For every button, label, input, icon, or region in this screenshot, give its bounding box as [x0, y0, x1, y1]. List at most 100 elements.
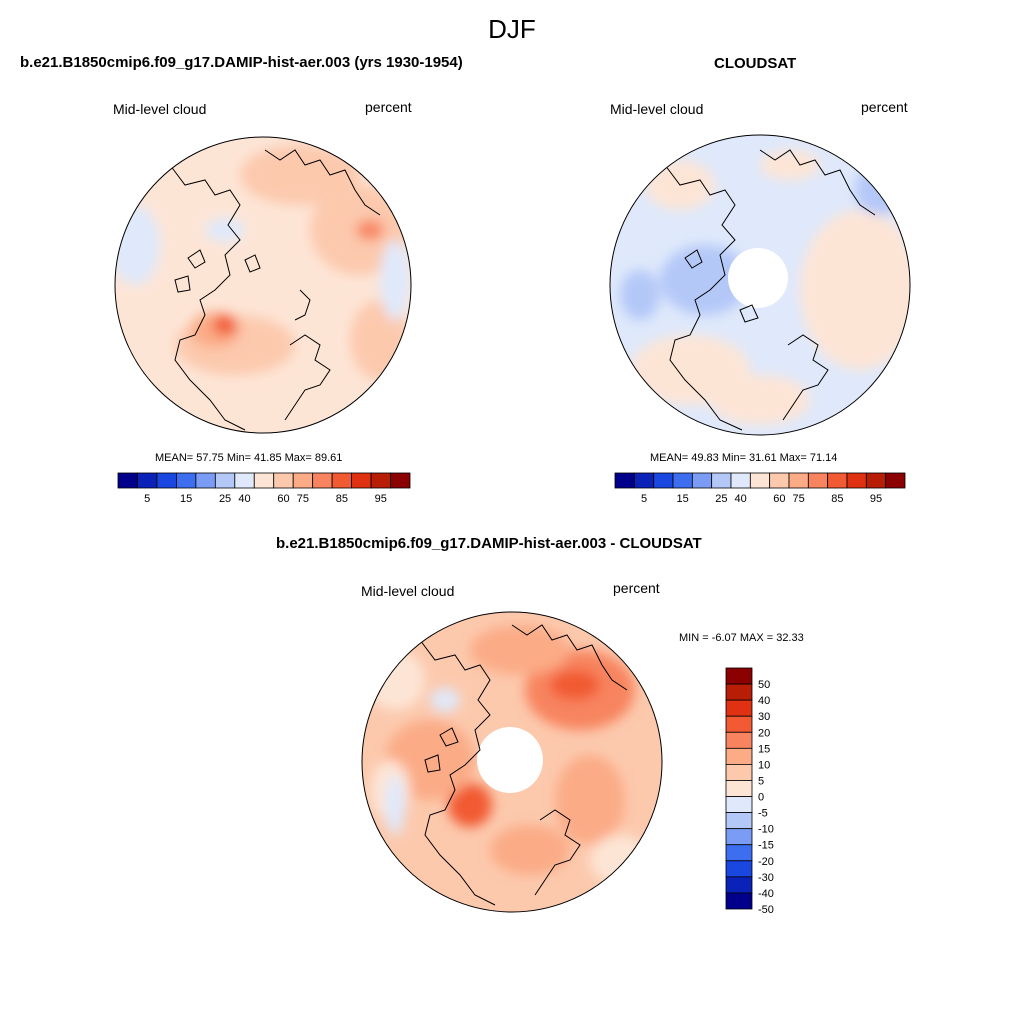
panel2-colorbar-tick-label: 5 [641, 493, 647, 505]
panel3-colorbar-tick-label: 20 [758, 727, 770, 739]
panel2-colorbar-box [846, 472, 867, 489]
panel2-colorbar: 5 15 25 40 60 75 85 95 [614, 472, 906, 505]
panel1-colorbar-box [370, 472, 391, 489]
panel2-colorbar-box [633, 472, 655, 489]
panel2-colorbar-box [691, 472, 713, 489]
panel3-colorbar-tick-label: 30 [758, 711, 770, 723]
panel3-colorbar-tick-label: -15 [758, 840, 774, 852]
panel1-colorbar-box [312, 472, 333, 489]
panel2-variable-label: Mid-level cloud [610, 101, 704, 117]
panel1-map-border [114, 136, 412, 434]
panel3-stats: MIN = -6.07 MAX = 32.33 [679, 632, 804, 644]
panel1-colorbar-box [175, 472, 197, 489]
panel1-colorbar-box [273, 472, 294, 489]
panel3-colorbar-tick-label: -5 [758, 808, 768, 820]
panel2-colorbar-box [653, 472, 674, 489]
panel1-colorbar: 5 15 25 40 60 75 85 95 [117, 472, 411, 505]
panel2-colorbar-box [672, 472, 693, 489]
panel1-colorbar-box [234, 472, 255, 489]
panel3-title: b.e21.B1850cmip6.f09_g17.DAMIP-hist-aer.… [276, 535, 702, 552]
panel3-colorbar-tick-label: -30 [758, 872, 774, 884]
panel2-colorbar-tick-label: 15 [677, 493, 689, 505]
panel3-colorbar-box [725, 683, 753, 701]
panel3-variable-label: Mid-level cloud [361, 583, 455, 599]
panel3-colorbar-tick-label: 15 [758, 743, 770, 755]
panel2-colorbar-tick-label: 75 [793, 493, 805, 505]
panel2-colorbar-box [614, 472, 635, 489]
panel2-colorbar-box [827, 472, 848, 489]
panel1-colorbar-tick-label: 15 [180, 493, 192, 505]
panel2-polar-gap [728, 248, 788, 308]
panel2-stats: MEAN= 49.83 Min= 31.61 Max= 71.14 [650, 452, 838, 464]
panel3-colorbar-tick-label: 50 [758, 679, 770, 691]
panel3-colorbar-box [725, 812, 753, 830]
panel1-colorbar-box [292, 472, 314, 489]
panel1-title: b.e21.B1850cmip6.f09_g17.DAMIP-hist-aer.… [20, 54, 463, 71]
panel3-colorbar-tick-label: 5 [758, 775, 764, 787]
panel3-colorbar-tick-label: -10 [758, 824, 774, 836]
panel3-colorbar-tick-label: 40 [758, 695, 770, 707]
panel3-colorbar-box [725, 699, 753, 717]
panel3-colorbar-box [725, 796, 753, 813]
panel2-colorbar-box [788, 472, 809, 489]
panel1-units-label: percent [365, 99, 412, 115]
panel3-units-label: percent [613, 580, 660, 596]
panel3-colorbar-box [725, 764, 753, 781]
panel1-colorbar-tick-label: 60 [277, 493, 289, 505]
panel3-colorbar-tick-label: -20 [758, 856, 774, 868]
panel2-colorbar-box [711, 472, 732, 489]
panel3-map-border [361, 611, 663, 913]
panel1-colorbar-tick-label: 95 [375, 493, 387, 505]
panel2-colorbar-box [769, 472, 790, 489]
panel1-polar-map [115, 137, 411, 433]
panel1-variable-label: Mid-level cloud [113, 101, 207, 117]
panel2-colorbar-tick-label: 95 [870, 493, 882, 505]
panel1-colorbar-box [214, 472, 236, 489]
panel2-colorbar-tick-label: 85 [831, 493, 843, 505]
panel1-colorbar-tick-label: 5 [144, 493, 150, 505]
panel1-colorbar-box [137, 472, 158, 489]
panel1-colorbar-tick-label: 75 [297, 493, 309, 505]
panel2-colorbar-tick-label: 60 [773, 493, 785, 505]
panel1-colorbar-box [117, 472, 138, 489]
panel1-colorbar-tick-label: 40 [238, 493, 250, 505]
panel1-colorbar-box [195, 472, 216, 489]
panel1-colorbar-box [156, 472, 177, 489]
panel1-stats: MEAN= 57.75 Min= 41.85 Max= 89.61 [155, 452, 343, 464]
panel3-colorbar-tick-label: 0 [758, 792, 764, 804]
panel3-colorbar-tick-label: -50 [758, 904, 774, 916]
panel2-colorbar-box [865, 472, 887, 489]
panel3-colorbar-box [725, 828, 753, 846]
panel2-colorbar-box [730, 472, 751, 489]
panel1-colorbar-box [390, 472, 411, 489]
panel2-polar-map [610, 135, 910, 435]
panel3-colorbar-tick-label: 10 [758, 759, 770, 771]
panel2-map-border [609, 134, 911, 436]
panel2-colorbar-tick-label: 40 [735, 493, 747, 505]
figure-title: DJF [488, 14, 536, 44]
panel3-colorbar-box [725, 844, 753, 862]
panel3-colorbar-box [725, 747, 753, 765]
panel3-polar-map [362, 612, 662, 912]
panel1-colorbar-box [351, 472, 372, 489]
panel3-colorbar-box [725, 715, 753, 733]
panel2-colorbar-box [807, 472, 829, 489]
panel2-units-label: percent [861, 99, 908, 115]
panel2-colorbar-box [885, 472, 906, 489]
panel1-colorbar-tick-label: 85 [336, 493, 348, 505]
panel3-colorbar-box [725, 667, 753, 685]
panel1-colorbar-tick-label: 25 [219, 493, 231, 505]
panel1-colorbar-box [331, 472, 352, 489]
panel3-colorbar-box [725, 860, 753, 878]
panel3-colorbar-box [725, 780, 753, 797]
panel3-colorbar-box [725, 892, 753, 910]
panel2-colorbar-tick-label: 25 [715, 493, 727, 505]
panel1-colorbar-box [253, 472, 275, 489]
panel3-colorbar-box [725, 731, 753, 749]
panel3-colorbar-tick-label: -40 [758, 888, 774, 900]
panel2-colorbar-box [749, 472, 771, 489]
panel3-colorbar-box [725, 876, 753, 894]
panel3-polar-gap [477, 727, 543, 793]
